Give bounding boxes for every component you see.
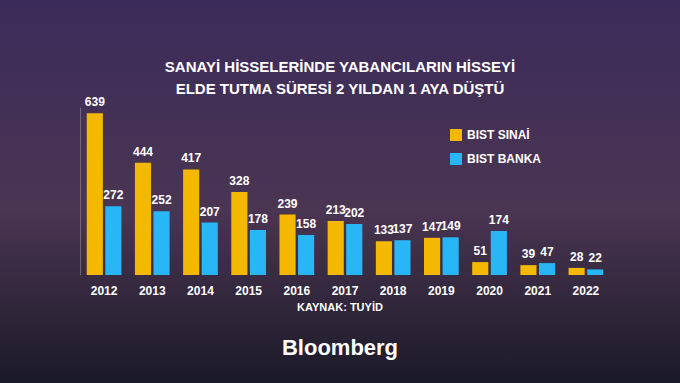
svg-text:133: 133 [374,223,394,237]
svg-text:158: 158 [296,217,316,231]
svg-text:149: 149 [441,219,461,233]
svg-text:272: 272 [103,188,123,202]
svg-text:147: 147 [422,220,442,234]
svg-text:639: 639 [85,95,105,109]
svg-text:207: 207 [200,205,220,219]
svg-text:BIST SINAİ: BIST SINAİ [467,127,530,142]
svg-text:2021: 2021 [524,284,551,298]
svg-text:444: 444 [133,145,153,159]
svg-text:2013: 2013 [139,284,166,298]
svg-text:178: 178 [248,212,268,226]
svg-text:328: 328 [229,174,249,188]
svg-text:22: 22 [589,251,603,265]
svg-text:SANAYİ HİSSELERİNDE YABANCILAR: SANAYİ HİSSELERİNDE YABANCILARIN HİSSEYİ [165,58,515,75]
svg-text:2016: 2016 [283,284,310,298]
svg-text:137: 137 [392,222,412,236]
svg-text:KAYNAK: TUYİD: KAYNAK: TUYİD [297,301,383,313]
svg-text:2022: 2022 [573,284,600,298]
svg-text:2012: 2012 [91,284,118,298]
svg-text:2018: 2018 [380,284,407,298]
svg-text:252: 252 [152,193,172,207]
svg-text:202: 202 [344,206,364,220]
svg-text:Bloomberg: Bloomberg [282,335,398,360]
svg-text:2020: 2020 [476,284,503,298]
svg-text:2014: 2014 [187,284,214,298]
svg-text:BIST BANKA: BIST BANKA [467,152,541,166]
svg-text:47: 47 [540,245,554,259]
svg-text:39: 39 [522,247,536,261]
svg-text:213: 213 [326,203,346,217]
svg-text:51: 51 [474,244,488,258]
svg-text:417: 417 [181,151,201,165]
svg-text:2017: 2017 [332,284,359,298]
svg-text:2019: 2019 [428,284,455,298]
svg-text:28: 28 [570,250,584,264]
svg-text:2015: 2015 [235,284,262,298]
svg-text:ELDE TUTMA SÜRESİ 2 YILDAN 1 A: ELDE TUTMA SÜRESİ 2 YILDAN 1 AYA DÜŞTÜ [176,80,505,97]
svg-text:174: 174 [489,213,509,227]
svg-text:239: 239 [278,197,298,211]
